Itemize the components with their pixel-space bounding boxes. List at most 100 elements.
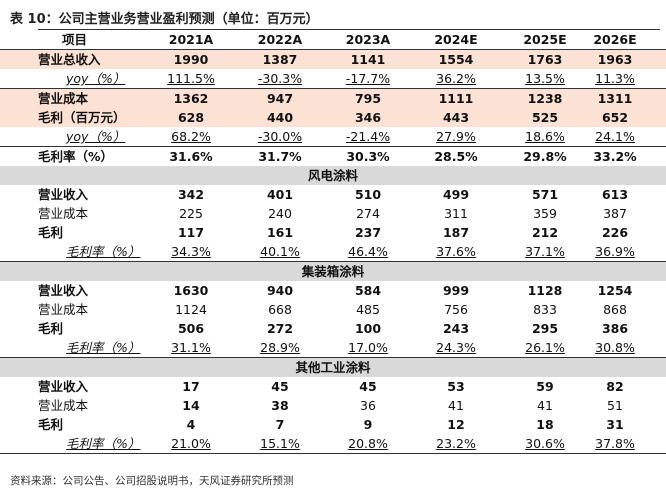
value-cell: 45 [359, 379, 377, 394]
value-cell: 272 [266, 321, 294, 336]
value-cell: 1990 [173, 52, 209, 67]
value-cell: 346 [354, 110, 382, 125]
section-header-row: 其他工业涂料 [0, 358, 666, 377]
value-cell: 20.8% [348, 436, 388, 451]
section-title: 集装箱涂料 [301, 264, 365, 279]
value-cell: 59 [536, 379, 554, 394]
value-cell: 68.2% [171, 129, 211, 144]
value-cell: 342 [177, 187, 205, 202]
section-title: 风电涂料 [307, 168, 358, 183]
value-cell: 485 [356, 302, 380, 317]
row-label: 营业收入 [38, 283, 89, 298]
table-row: 毛利（百万元） 628 440 346 443 525 652 [0, 108, 666, 127]
value-cell: 668 [268, 302, 292, 317]
value-cell: 24.3% [436, 340, 476, 355]
value-cell: 1554 [438, 52, 474, 67]
value-cell: 37.1% [525, 244, 565, 259]
row-label: 毛利（百万元） [38, 110, 126, 125]
value-cell: 401 [266, 187, 294, 202]
value-cell: 31 [606, 417, 624, 432]
value-cell: 833 [533, 302, 557, 317]
row-label: 营业总收入 [38, 52, 101, 67]
header-year: 2022A [257, 32, 303, 47]
value-cell: 27.9% [436, 129, 476, 144]
table-row: 毛利 117 161 237 187 212 226 [0, 223, 666, 242]
value-cell: 4 [186, 417, 196, 432]
value-cell: 311 [444, 206, 468, 221]
section-header-row: 集装箱涂料 [0, 262, 666, 281]
row-label: 毛利率（%） [66, 436, 141, 451]
value-cell: 21.0% [171, 436, 211, 451]
table-row: yoy（%） 68.2% -30.0% -21.4% 27.9% 18.6% 24.1% [0, 127, 666, 147]
value-cell: 386 [601, 321, 629, 336]
table-row: 营业成本 14 38 36 41 41 51 [0, 396, 666, 415]
value-cell: -21.4% [345, 129, 391, 144]
table-row: 营业总收入 1990 1387 1141 1554 1763 1963 [0, 50, 666, 69]
source-note: 资料来源：公司公告、公司招股说明书，天风证券研究所预测 [10, 475, 294, 487]
value-cell: 11.3% [595, 71, 635, 86]
value-cell: 295 [531, 321, 559, 336]
value-cell: 30.3% [346, 149, 390, 164]
value-cell: 571 [531, 187, 559, 202]
value-cell: 1111 [438, 91, 474, 106]
value-cell: 82 [606, 379, 624, 394]
value-cell: 7 [275, 417, 285, 432]
value-cell: 23.2% [436, 436, 476, 451]
value-cell: 506 [177, 321, 205, 336]
value-cell: 17.0% [348, 340, 388, 355]
row-label: 毛利率（%） [66, 244, 141, 259]
value-cell: 18.6% [525, 129, 565, 144]
table-row: 营业成本 225 240 274 311 359 387 [0, 204, 666, 223]
value-cell: 940 [266, 283, 294, 298]
header-year: 2026E [593, 32, 637, 47]
table-header-row: 项目 2021A 2022A 2023A 2024E 2025E 2026E [0, 30, 666, 50]
value-cell: 499 [442, 187, 470, 202]
value-cell: 18 [536, 417, 554, 432]
value-cell: 34.3% [171, 244, 211, 259]
value-cell: 38 [271, 398, 289, 413]
value-cell: 41 [448, 398, 464, 413]
value-cell: 1387 [262, 52, 298, 67]
value-cell: 17 [182, 379, 200, 394]
row-label: 毛利率（%） [66, 340, 141, 355]
table-row: 营业收入 342 401 510 499 571 613 [0, 185, 666, 204]
value-cell: 33.2% [593, 149, 637, 164]
value-cell: 525 [531, 110, 559, 125]
value-cell: 36 [360, 398, 376, 413]
value-cell: 111.5% [167, 71, 215, 86]
value-cell: 46.4% [348, 244, 388, 259]
table-row: yoy（%） 111.5% -30.3% -17.7% 36.2% 13.5% 11.3% [0, 69, 666, 89]
value-cell: 359 [533, 206, 557, 221]
table-row: 毛利率（%） 34.3% 40.1% 46.4% 37.6% 37.1% 36.9% [0, 242, 666, 262]
table-title: 表 10：公司主营业务营业盈利预测（单位：百万元） [10, 12, 319, 27]
value-cell: 240 [268, 206, 292, 221]
value-cell: 387 [603, 206, 627, 221]
value-cell: 243 [442, 321, 470, 336]
value-cell: 161 [266, 225, 294, 240]
value-cell: 15.1% [260, 436, 300, 451]
table-row: 毛利率（%） 31.6% 31.7% 30.3% 28.5% 29.8% 33.2% [0, 147, 666, 166]
value-cell: 12 [447, 417, 465, 432]
row-label: 营业收入 [38, 187, 89, 202]
value-cell: 13.5% [525, 71, 565, 86]
value-cell: 45 [271, 379, 289, 394]
value-cell: 440 [266, 110, 294, 125]
row-label: 营业成本 [38, 91, 89, 106]
value-cell: 1128 [527, 283, 563, 298]
table-row: 毛利 4 7 9 12 18 31 [0, 415, 666, 434]
value-cell: 1963 [597, 52, 633, 67]
value-cell: 1763 [527, 52, 563, 67]
value-cell: 31.6% [169, 149, 213, 164]
value-cell: 1362 [173, 91, 209, 106]
value-cell: 9 [363, 417, 373, 432]
value-cell: 31.7% [258, 149, 302, 164]
forecast-table: 项目 2021A 2022A 2023A 2024E 2025E 2026E 营… [0, 30, 666, 454]
value-cell: 1238 [527, 91, 563, 106]
table-row: 营业收入 1630 940 584 999 1128 1254 [0, 281, 666, 300]
value-cell: 237 [354, 225, 382, 240]
value-cell: 53 [447, 379, 465, 394]
header-year: 2025E [523, 32, 567, 47]
value-cell: 628 [177, 110, 205, 125]
section-title: 其他工业涂料 [295, 360, 371, 375]
value-cell: 29.8% [523, 149, 567, 164]
